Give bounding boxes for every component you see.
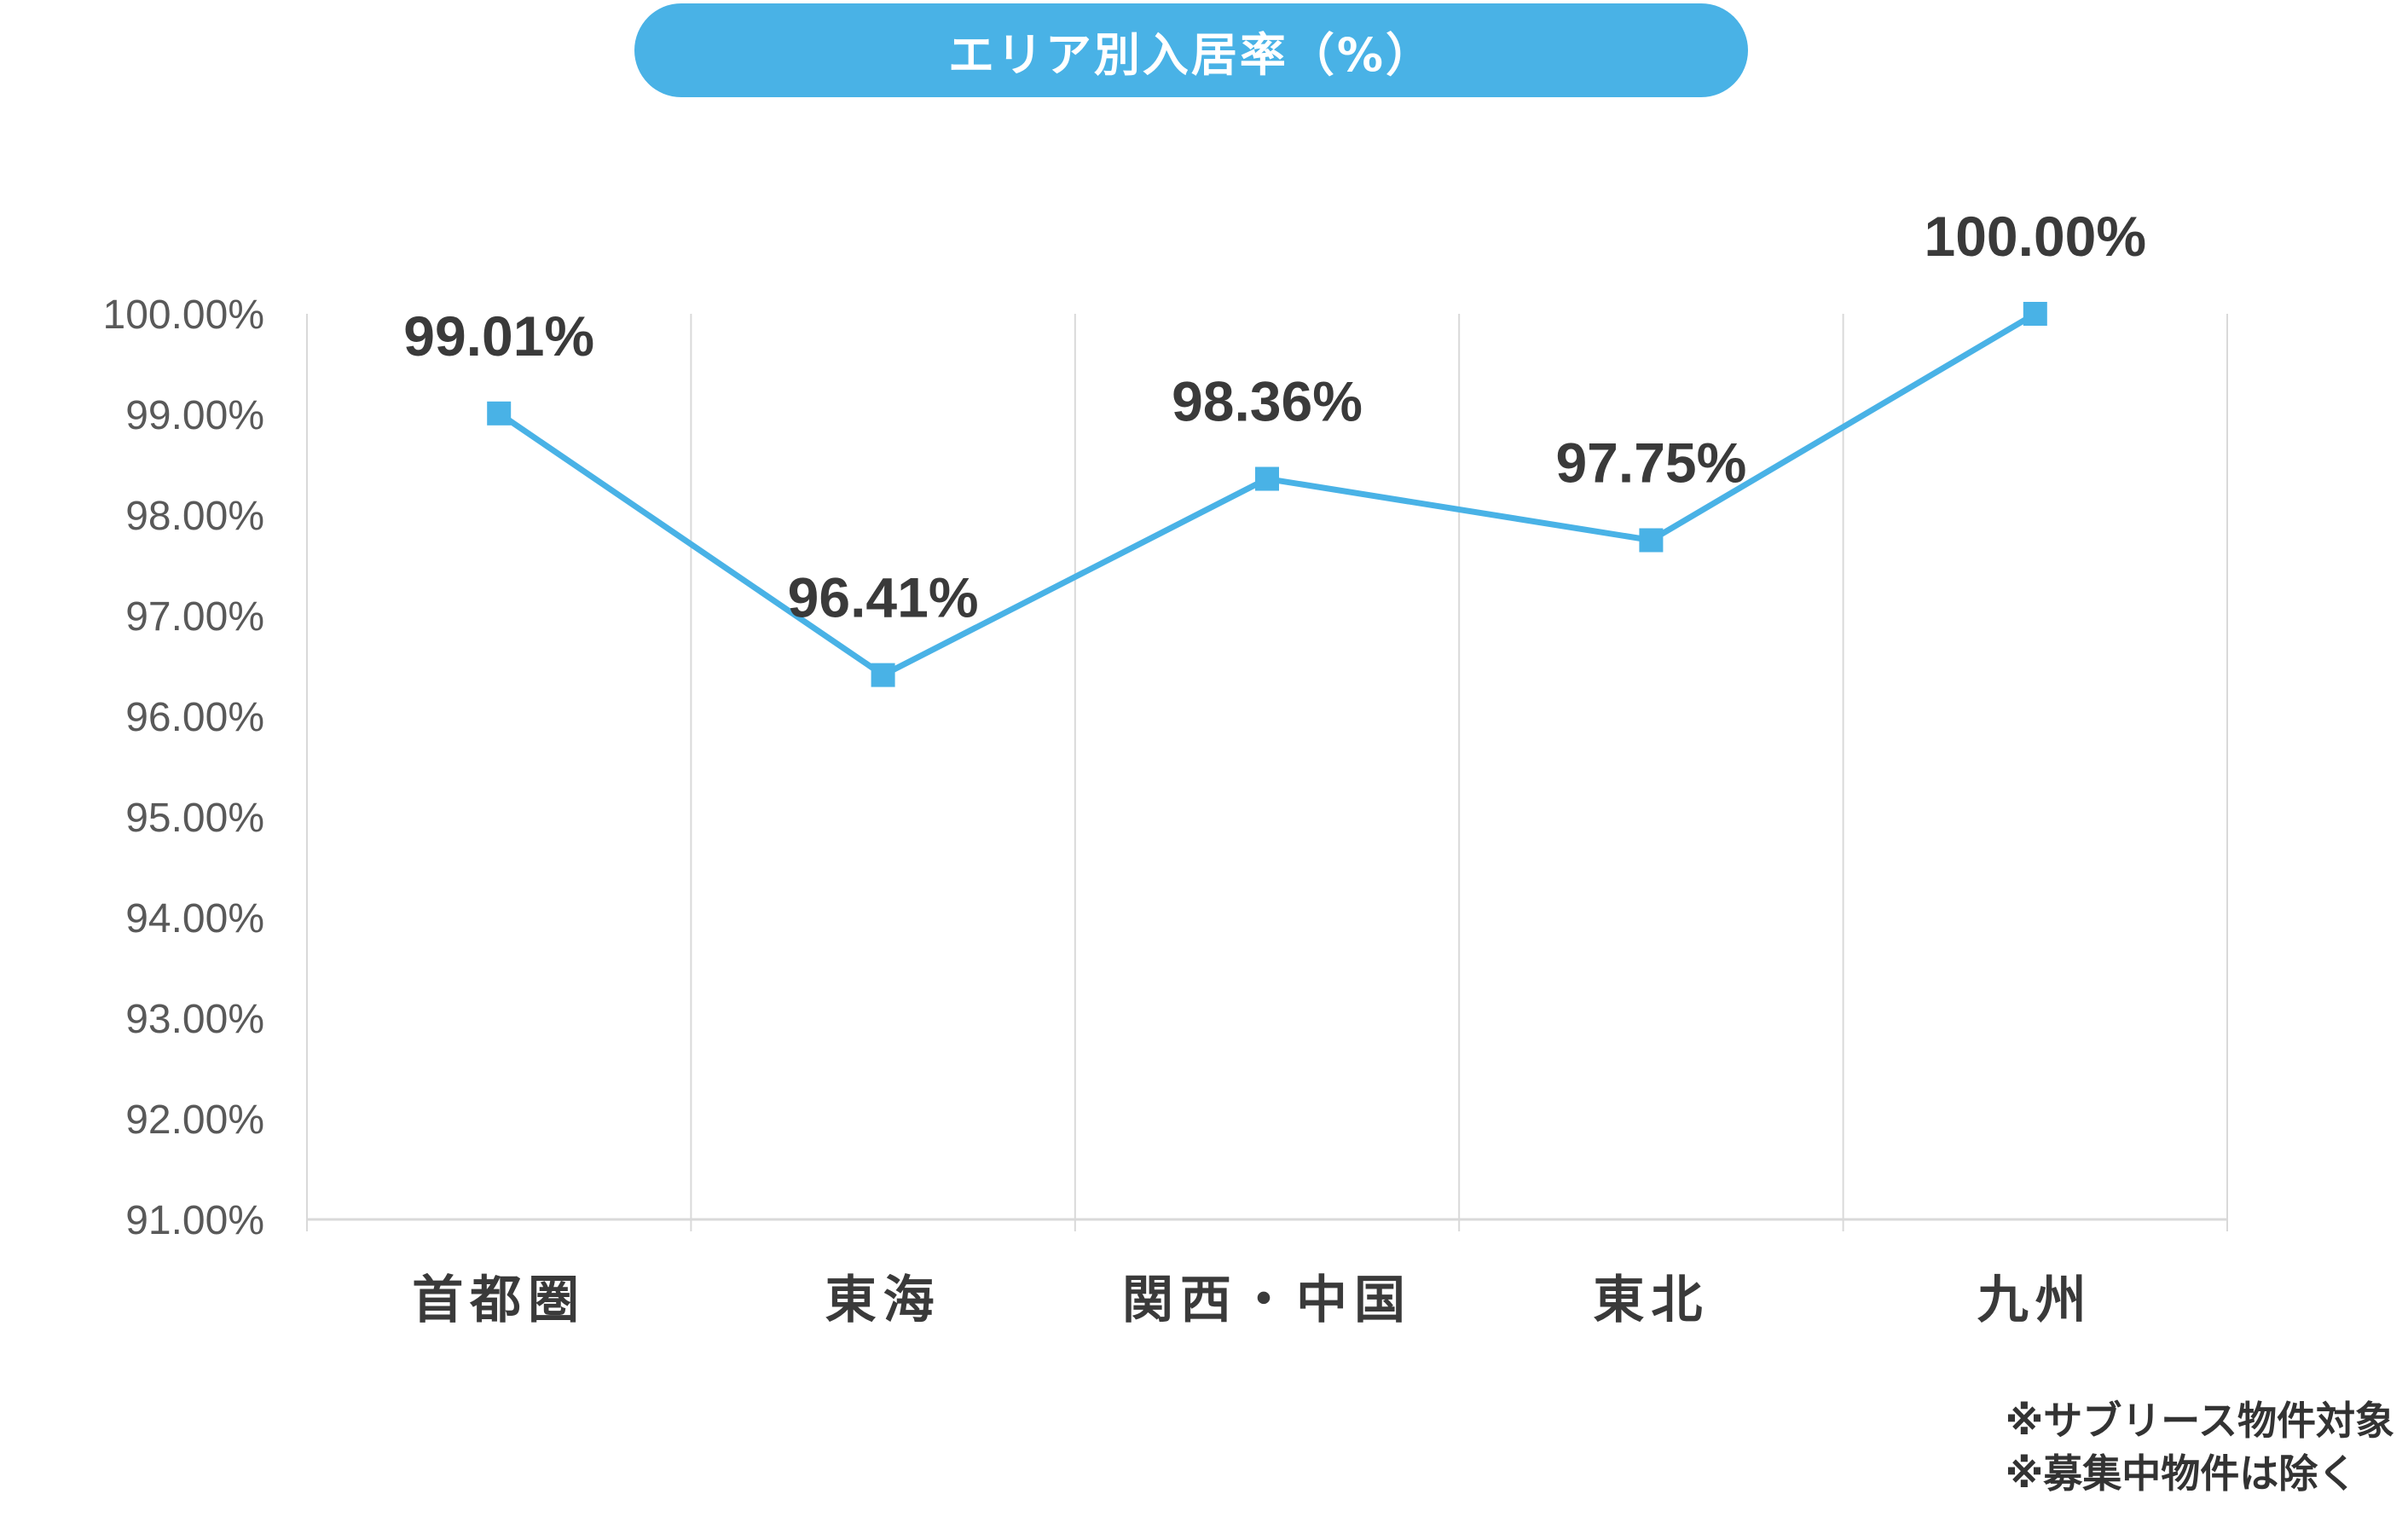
data-label: 100.00% [1925,205,2147,268]
y-tick-label: 91.00% [125,1198,264,1243]
footnote-vacancy: ※募集中物件は除く [2005,1451,2358,1497]
y-tick-label: 94.00% [125,896,264,941]
y-tick-label: 96.00% [125,695,264,740]
data-label: 98.36% [1172,370,1363,433]
y-tick-label: 100.00% [103,292,265,338]
chart-title: エリア別入居率（%） [634,3,1748,97]
footnote-sublease: ※サブリース物件対象 [2005,1398,2394,1444]
data-point-marker [2023,302,2047,326]
y-tick-label: 92.00% [125,1097,264,1143]
x-category-label: 東北 [1593,1271,1709,1330]
data-label: 96.41% [788,566,979,629]
y-tick-label: 97.00% [125,594,264,640]
y-tick-label: 98.00% [125,494,264,539]
data-label: 97.75% [1555,431,1746,495]
x-category-label: 首都圏 [412,1271,586,1330]
x-category-label: 関西・中国 [1122,1271,1412,1330]
x-category-label: 東海 [825,1271,941,1330]
footnotes: ※サブリース物件対象 ※募集中物件は除く [2006,1394,2394,1500]
data-point-marker [1255,466,1279,491]
data-point-marker [871,663,895,687]
data-label: 99.01% [403,304,594,368]
y-tick-label: 95.00% [125,796,264,841]
x-category-label: 九州 [1977,1271,2093,1330]
data-point-marker [1639,528,1664,553]
y-tick-label: 99.00% [125,393,264,438]
series-line [497,310,2037,679]
y-tick-label: 93.00% [125,997,264,1042]
data-point-marker [487,401,512,426]
